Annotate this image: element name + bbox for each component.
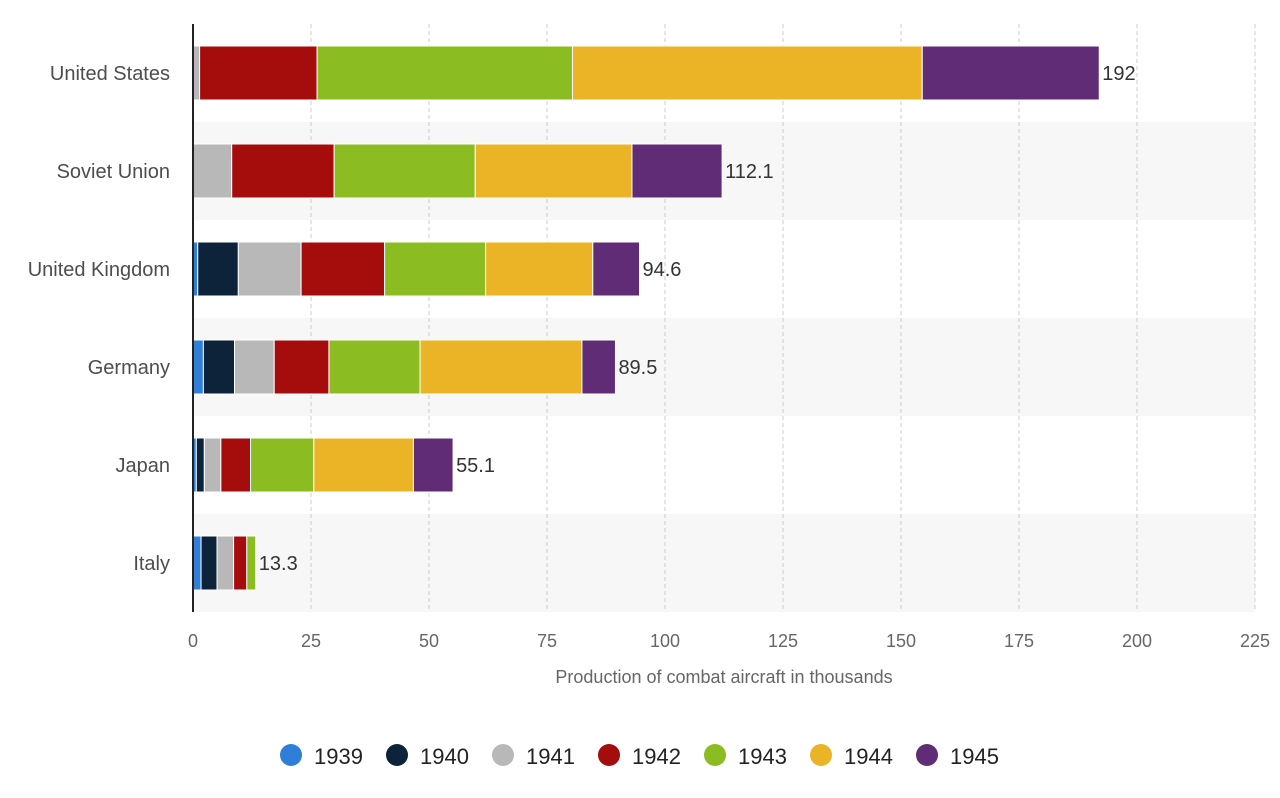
x-tick-label: 225 xyxy=(1240,631,1270,651)
bar-segment-1942 xyxy=(233,535,248,591)
bar-segment-1945 xyxy=(592,241,641,297)
bar-segment-1944 xyxy=(571,45,923,101)
legend-marker xyxy=(704,744,726,766)
x-tick-label: 0 xyxy=(188,631,198,651)
x-tick-label: 75 xyxy=(537,631,557,651)
legend-label: 1940 xyxy=(420,744,469,769)
bar-segment-1943 xyxy=(246,535,257,591)
bar-segment-1942 xyxy=(220,437,252,493)
bar-segment-1945 xyxy=(581,339,616,395)
category-label: Italy xyxy=(133,553,170,575)
legend: 1939 1940 1941 1942 1943 1944 1945 xyxy=(280,744,999,769)
legend-label: 1945 xyxy=(950,744,999,769)
bar-segment-1942 xyxy=(273,339,330,395)
x-tick-label: 125 xyxy=(768,631,798,651)
category-label: Japan xyxy=(116,455,171,477)
legend-marker xyxy=(810,744,832,766)
legend-item-1939[interactable]: 1939 xyxy=(280,744,363,769)
category-label: Soviet Union xyxy=(57,161,170,183)
legend-item-1942[interactable]: 1942 xyxy=(598,744,681,769)
legend-item-1943[interactable]: 1943 xyxy=(704,744,787,769)
x-tick-label: 150 xyxy=(886,631,916,651)
bar-segment-1941 xyxy=(203,437,222,493)
bar-segment-1944 xyxy=(474,143,633,199)
legend-label: 1944 xyxy=(844,744,893,769)
legend-marker xyxy=(598,744,620,766)
bar-segment-1944 xyxy=(313,437,414,493)
bar-segment-1943 xyxy=(333,143,476,199)
category-labels: United States Soviet Union United Kingdom G… xyxy=(28,63,170,575)
total-label: 13.3 xyxy=(259,553,298,575)
bar-segment-1941 xyxy=(234,339,275,395)
legend-item-1944[interactable]: 1944 xyxy=(810,744,893,769)
bar-segment-1941 xyxy=(192,143,233,199)
bar-segments xyxy=(192,45,1100,591)
bar-segment-1942 xyxy=(199,45,318,101)
legend-label: 1941 xyxy=(526,744,575,769)
bar-segment-1940 xyxy=(202,339,236,395)
bar-segment-1943 xyxy=(384,241,487,297)
bar-segment-1943 xyxy=(328,339,421,395)
total-label: 192 xyxy=(1102,63,1135,85)
x-tick-label: 200 xyxy=(1122,631,1152,651)
legend-item-1940[interactable]: 1940 xyxy=(386,744,469,769)
legend-marker xyxy=(386,744,408,766)
legend-marker xyxy=(492,744,514,766)
bar-segment-1943 xyxy=(316,45,573,101)
bar-segment-1943 xyxy=(250,437,315,493)
row-band xyxy=(193,514,1255,612)
bar-segment-1942 xyxy=(231,143,335,199)
category-label: Germany xyxy=(88,357,170,379)
x-tick-label: 25 xyxy=(301,631,321,651)
x-tick-labels: 0 25 50 75 100 125 150 175 200 225 xyxy=(188,631,1270,651)
total-label: 112.1 xyxy=(725,161,774,183)
row-bands xyxy=(193,122,1255,612)
legend-label: 1943 xyxy=(738,744,787,769)
bar-segment-1944 xyxy=(419,339,583,395)
legend-item-1941[interactable]: 1941 xyxy=(492,744,575,769)
legend-marker xyxy=(280,744,302,766)
grid-lines xyxy=(310,24,1256,612)
bar-segment-1940 xyxy=(195,437,205,493)
category-label: United States xyxy=(50,63,170,85)
x-tick-label: 50 xyxy=(419,631,439,651)
legend-label: 1939 xyxy=(314,744,363,769)
bar-segment-1941 xyxy=(216,535,235,591)
category-label: United Kingdom xyxy=(28,259,170,281)
total-label: 89.5 xyxy=(618,357,657,379)
total-label: 55.1 xyxy=(456,455,495,477)
bar-segment-1939 xyxy=(192,339,204,395)
bar-segment-1944 xyxy=(485,241,594,297)
legend-item-1945[interactable]: 1945 xyxy=(916,744,999,769)
bar-segment-1945 xyxy=(412,437,454,493)
x-tick-label: 100 xyxy=(650,631,680,651)
bar-segment-1941 xyxy=(237,241,302,297)
total-label: 94.6 xyxy=(643,259,682,281)
bar-segment-1945 xyxy=(631,143,723,199)
total-labels: 192 112.1 94.6 89.5 55.1 13.3 xyxy=(259,63,1136,575)
legend-label: 1942 xyxy=(632,744,681,769)
bar-segment-1945 xyxy=(921,45,1100,101)
x-axis-title: Production of combat aircraft in thousan… xyxy=(555,667,892,687)
bar-segment-1939 xyxy=(192,535,202,591)
bar-segment-1942 xyxy=(300,241,386,297)
bar-segment-1940 xyxy=(200,535,218,591)
x-tick-label: 175 xyxy=(1004,631,1034,651)
bar-segment-1940 xyxy=(197,241,239,297)
legend-marker xyxy=(916,744,938,766)
